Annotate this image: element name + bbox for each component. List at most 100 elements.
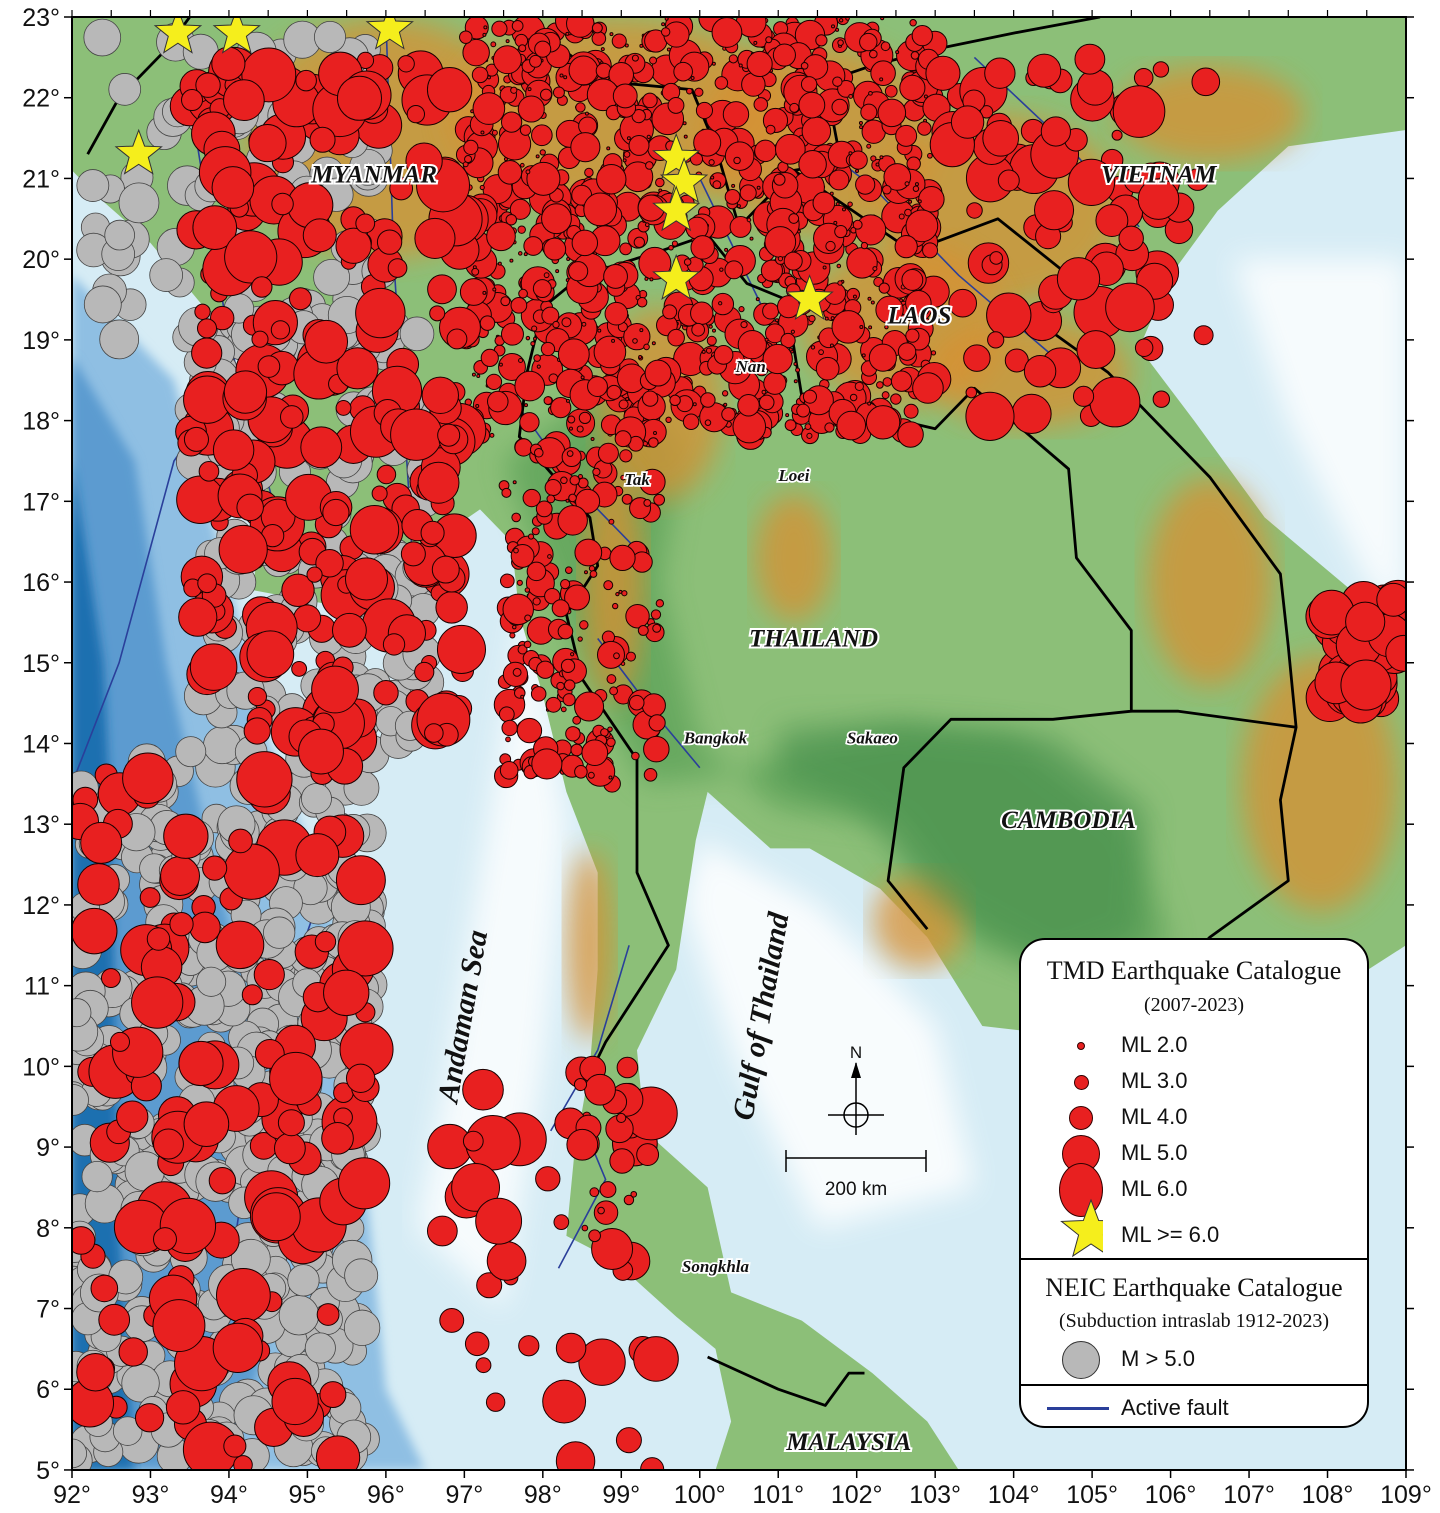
tmd-event: [753, 97, 769, 112]
tmd-event: [901, 269, 924, 291]
tmd-event: [574, 538, 603, 567]
tmd-event: [905, 290, 932, 317]
highland-area: [1147, 478, 1273, 687]
tmd-event: [211, 166, 255, 209]
tmd-event: [153, 1227, 177, 1252]
tmd-event: [568, 426, 573, 431]
tmd-event: [314, 930, 337, 953]
tmd-event: [306, 566, 323, 583]
tmd-event: [1186, 167, 1210, 191]
tmd-event: [210, 305, 235, 331]
tmd-event: [547, 554, 552, 559]
tmd-event: [925, 55, 961, 91]
tmd-event: [72, 1226, 96, 1255]
tmd-event: [609, 686, 619, 696]
legend: TMD Earthquake Catalogue (2007-2023) ML …: [1019, 938, 1369, 1428]
tmd-event: [903, 403, 919, 419]
legend-tmd-label: ML 3.0: [1121, 1068, 1188, 1093]
tmd-event: [986, 292, 1032, 338]
tmd-event: [532, 597, 541, 606]
tmd-event: [912, 372, 944, 404]
tmd-event: [644, 222, 650, 228]
tmd-event: [337, 920, 394, 977]
tmd-event: [711, 17, 743, 48]
tmd-event: [530, 341, 536, 347]
tmd-event: [1095, 204, 1129, 237]
tmd-event: [191, 337, 223, 369]
tmd-event: [773, 173, 786, 186]
tmd-event: [539, 149, 546, 156]
tmd-event: [625, 396, 630, 401]
tmd-event: [574, 691, 605, 722]
tmd-event: [1011, 393, 1052, 434]
tmd-event: [623, 1194, 635, 1206]
tmd-event: [755, 297, 760, 302]
tmd-event: [948, 288, 978, 318]
tmd-event: [519, 412, 540, 433]
red-circle-icon: [1059, 1060, 1103, 1104]
tmd-event: [1118, 225, 1144, 252]
tmd-event: [869, 49, 878, 59]
tmd-event: [539, 88, 553, 101]
tmd-event: [622, 158, 627, 163]
tmd-event: [471, 372, 476, 377]
tmd-event: [859, 32, 878, 52]
tmd-event: [536, 364, 541, 369]
tmd-event: [500, 322, 524, 346]
tmd-event: [464, 155, 473, 164]
legend-tmd-label: ML 2.0: [1121, 1032, 1188, 1057]
tmd-event: [682, 413, 700, 431]
tmd-event: [505, 736, 511, 743]
gulf-shallow: [684, 840, 975, 1228]
tmd-event: [512, 667, 522, 677]
tmd-event: [710, 175, 715, 180]
tmd-event: [848, 93, 854, 99]
tmd-event: [561, 317, 572, 328]
tmd-event: [837, 79, 855, 98]
tmd-event: [777, 255, 784, 262]
tmd-event: [831, 98, 849, 116]
tmd-event: [560, 579, 571, 590]
tmd-event: [722, 101, 750, 128]
tmd-event: [695, 101, 714, 120]
tmd-event: [824, 316, 829, 321]
tmd-event: [765, 36, 773, 44]
tmd-event: [559, 73, 564, 78]
tmd-event: [875, 295, 904, 325]
tmd-event: [565, 398, 570, 403]
tmd-event: [966, 202, 983, 219]
x-tick-label: 100°: [674, 1481, 726, 1509]
tmd-event: [519, 162, 525, 168]
tmd-event: [535, 154, 540, 159]
border-line: [1131, 709, 1297, 729]
x-tick-label: 92°: [53, 1481, 91, 1509]
y-tick-label: 17°: [22, 488, 60, 516]
legend-tmd-item: ML 6.0: [1021, 1163, 1367, 1217]
fault-line: [550, 945, 630, 1132]
y-tick-label: 8°: [36, 1215, 60, 1243]
north-label: N: [850, 1043, 862, 1062]
y-tick-label: 16°: [22, 569, 60, 597]
tmd-event: [911, 24, 933, 47]
tmd-event: [551, 599, 570, 618]
tmd-event: [485, 1392, 506, 1412]
tmd-event: [666, 47, 671, 52]
scale-label: 200 km: [825, 1179, 887, 1200]
tmd-event: [486, 1241, 527, 1281]
y-tick-label: 20°: [22, 246, 60, 274]
tmd-event: [436, 624, 487, 674]
tmd-event: [302, 218, 337, 253]
tmd-event: [316, 1303, 340, 1326]
tmd-event: [847, 201, 853, 207]
neic-event: [81, 1161, 113, 1193]
tmd-event: [737, 394, 760, 417]
tmd-event: [643, 499, 652, 507]
tmd-event: [599, 1181, 617, 1198]
tmd-event: [499, 760, 519, 780]
tmd-event: [531, 325, 538, 332]
tmd-event: [511, 20, 524, 32]
tmd-event: [462, 1068, 504, 1111]
tmd-event: [309, 126, 336, 153]
tmd-event: [570, 652, 575, 657]
tmd-event: [576, 425, 584, 433]
